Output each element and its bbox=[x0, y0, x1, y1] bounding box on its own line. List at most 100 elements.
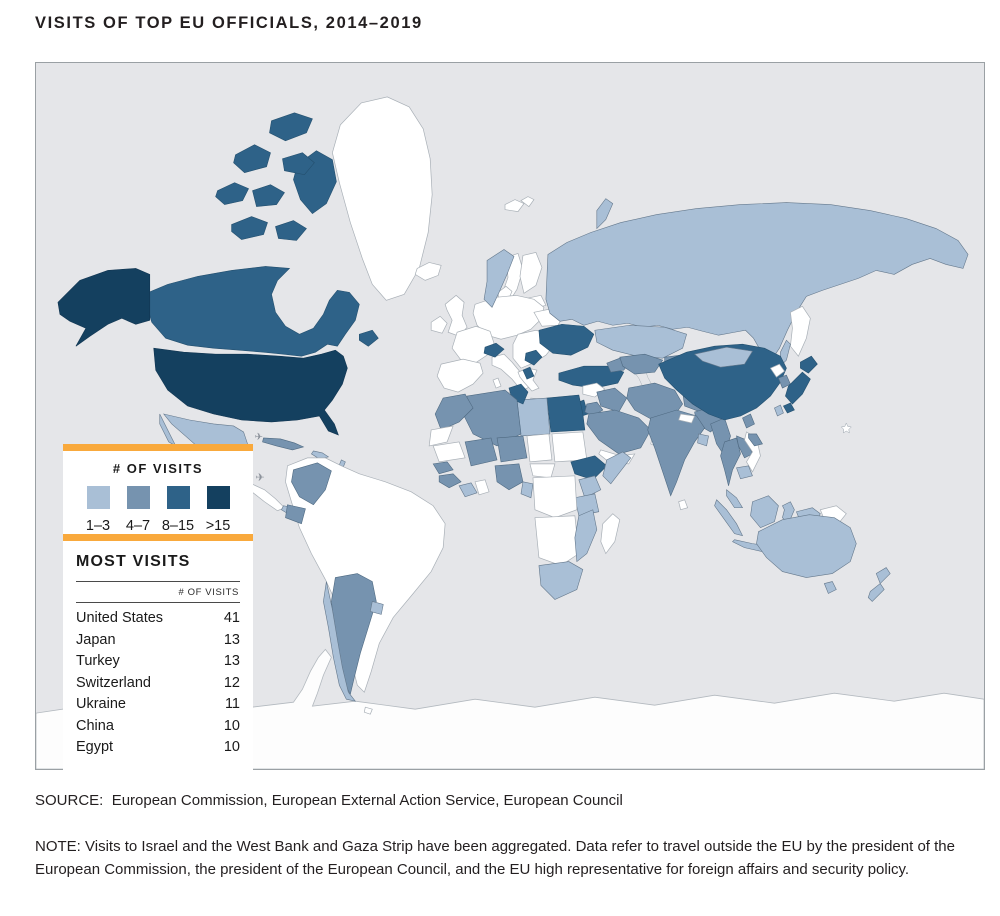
legend-label-8-15: 8–15 bbox=[161, 518, 195, 534]
airplane-icon: ✈ bbox=[255, 432, 263, 443]
country-kazakhstan bbox=[594, 324, 687, 359]
airplane-icon: ✈ bbox=[256, 471, 265, 484]
legend-swatch-gt15 bbox=[206, 486, 230, 509]
country-guinea bbox=[438, 473, 462, 489]
country-iceland bbox=[414, 262, 442, 281]
country-india bbox=[647, 409, 705, 497]
country-senegal bbox=[432, 461, 454, 475]
country-ivory-coast bbox=[458, 482, 478, 498]
legend-title: # OF VISITS bbox=[112, 461, 204, 476]
falkland-islands bbox=[363, 706, 373, 715]
country-mongolia bbox=[693, 346, 753, 368]
country-china bbox=[658, 343, 787, 421]
country-bangladesh bbox=[697, 433, 709, 447]
uzbekistan-turkmenistan bbox=[619, 353, 664, 375]
country-ukraine bbox=[538, 323, 595, 356]
world-choropleth-map: ✈ ✈ # OF VISITS 1–3 4–7 8–15 bbox=[35, 62, 985, 771]
country-nepal bbox=[678, 413, 696, 424]
table-row: China 10 bbox=[76, 716, 240, 738]
southern-africa-no-data bbox=[534, 515, 580, 566]
svalbard bbox=[504, 196, 535, 212]
legend-swatch-1-3 bbox=[86, 486, 110, 509]
country-saudi-arabia bbox=[586, 409, 652, 455]
visit-count: 12 bbox=[223, 674, 240, 691]
country-turkey bbox=[558, 365, 625, 389]
table-row: Egypt 10 bbox=[76, 737, 240, 759]
legend-accent-bar bbox=[63, 444, 253, 451]
table-row: Ukraine 11 bbox=[76, 694, 240, 716]
divider bbox=[76, 581, 240, 582]
country-uruguay bbox=[369, 601, 384, 615]
country-albania bbox=[522, 366, 535, 380]
central-african-republic bbox=[529, 463, 556, 479]
country-name: United States bbox=[76, 610, 164, 626]
country-name: Egypt bbox=[76, 739, 114, 755]
country-ethiopia bbox=[570, 455, 608, 481]
country-name: Ukraine bbox=[76, 696, 126, 712]
country-cambodia bbox=[736, 465, 753, 480]
legend-swatch-4-7 bbox=[126, 486, 150, 509]
table-row: Turkey 13 bbox=[76, 651, 240, 673]
country-united-states bbox=[153, 347, 348, 436]
legend-swatch-8-15 bbox=[166, 486, 190, 509]
country-france bbox=[451, 325, 495, 364]
country-finland bbox=[519, 252, 543, 294]
country-ireland bbox=[430, 315, 448, 334]
source-label: SOURCE: bbox=[35, 792, 104, 809]
country-iraq bbox=[596, 387, 628, 413]
note-paragraph: NOTE: Visits to Israel and the West Bank… bbox=[35, 836, 975, 881]
country-north-korea bbox=[769, 363, 785, 378]
country-mauritania bbox=[432, 441, 466, 463]
country-cuba bbox=[262, 437, 305, 451]
western-sahara bbox=[428, 425, 454, 447]
novaya-zemlya bbox=[596, 198, 614, 230]
country-name: Japan bbox=[76, 631, 116, 648]
visit-count: 13 bbox=[223, 631, 240, 648]
country-sri-lanka bbox=[678, 499, 689, 511]
country-cameroon bbox=[520, 481, 534, 499]
country-name: Turkey bbox=[76, 653, 120, 669]
star-icon bbox=[840, 422, 852, 434]
country-mali bbox=[464, 437, 498, 467]
most-visits-box: MOST VISITS # OF VISITS United States 41 … bbox=[63, 534, 253, 771]
country-malaysia bbox=[726, 489, 744, 509]
indonesia-sumatra bbox=[714, 499, 744, 537]
country-taiwan bbox=[774, 404, 784, 417]
country-south-africa bbox=[538, 561, 584, 600]
country-name: China bbox=[76, 717, 114, 734]
note-label: NOTE: bbox=[35, 838, 81, 855]
country-chile bbox=[323, 581, 357, 702]
visit-count: 11 bbox=[224, 696, 240, 712]
legend-box: # OF VISITS 1–3 4–7 8–15 >15 bbox=[63, 444, 253, 544]
table-row: Switzerland 12 bbox=[76, 673, 240, 695]
baja-california bbox=[159, 413, 177, 447]
south-america-no-data bbox=[285, 457, 446, 693]
most-visits-accent-bar bbox=[63, 534, 253, 541]
country-niger bbox=[496, 435, 528, 463]
country-egypt bbox=[546, 394, 586, 433]
borneo bbox=[750, 495, 779, 529]
country-mozambique bbox=[574, 509, 598, 563]
visits-column-header: # OF VISITS bbox=[178, 587, 239, 598]
legend-label-1-3: 1–3 bbox=[85, 518, 111, 534]
country-norway bbox=[483, 249, 515, 308]
iberia bbox=[436, 358, 484, 393]
country-alaska-usa bbox=[57, 268, 151, 347]
dr-congo bbox=[532, 475, 578, 519]
most-visits-table: United States 41 Japan 13 Turkey 13 Switzer… bbox=[76, 608, 240, 759]
country-new-zealand bbox=[867, 567, 891, 602]
page-title: VISITS OF TOP EU OFFICIALS, 2014–2019 bbox=[35, 14, 423, 32]
country-somalia bbox=[602, 451, 632, 485]
country-name: Switzerland bbox=[76, 674, 151, 691]
note-text: Visits to Israel and the West Bank and G… bbox=[35, 838, 955, 878]
kamchatka bbox=[790, 305, 811, 357]
country-serbia bbox=[524, 349, 543, 366]
country-morocco bbox=[434, 393, 474, 431]
country-madagascar bbox=[600, 513, 621, 555]
country-japan bbox=[782, 355, 818, 414]
source-line: SOURCE: European Commission, European Ex… bbox=[35, 792, 980, 809]
source-text: European Commission, European External A… bbox=[111, 792, 623, 809]
country-australia bbox=[756, 514, 857, 578]
divider bbox=[76, 602, 240, 603]
country-ghana bbox=[474, 479, 490, 496]
